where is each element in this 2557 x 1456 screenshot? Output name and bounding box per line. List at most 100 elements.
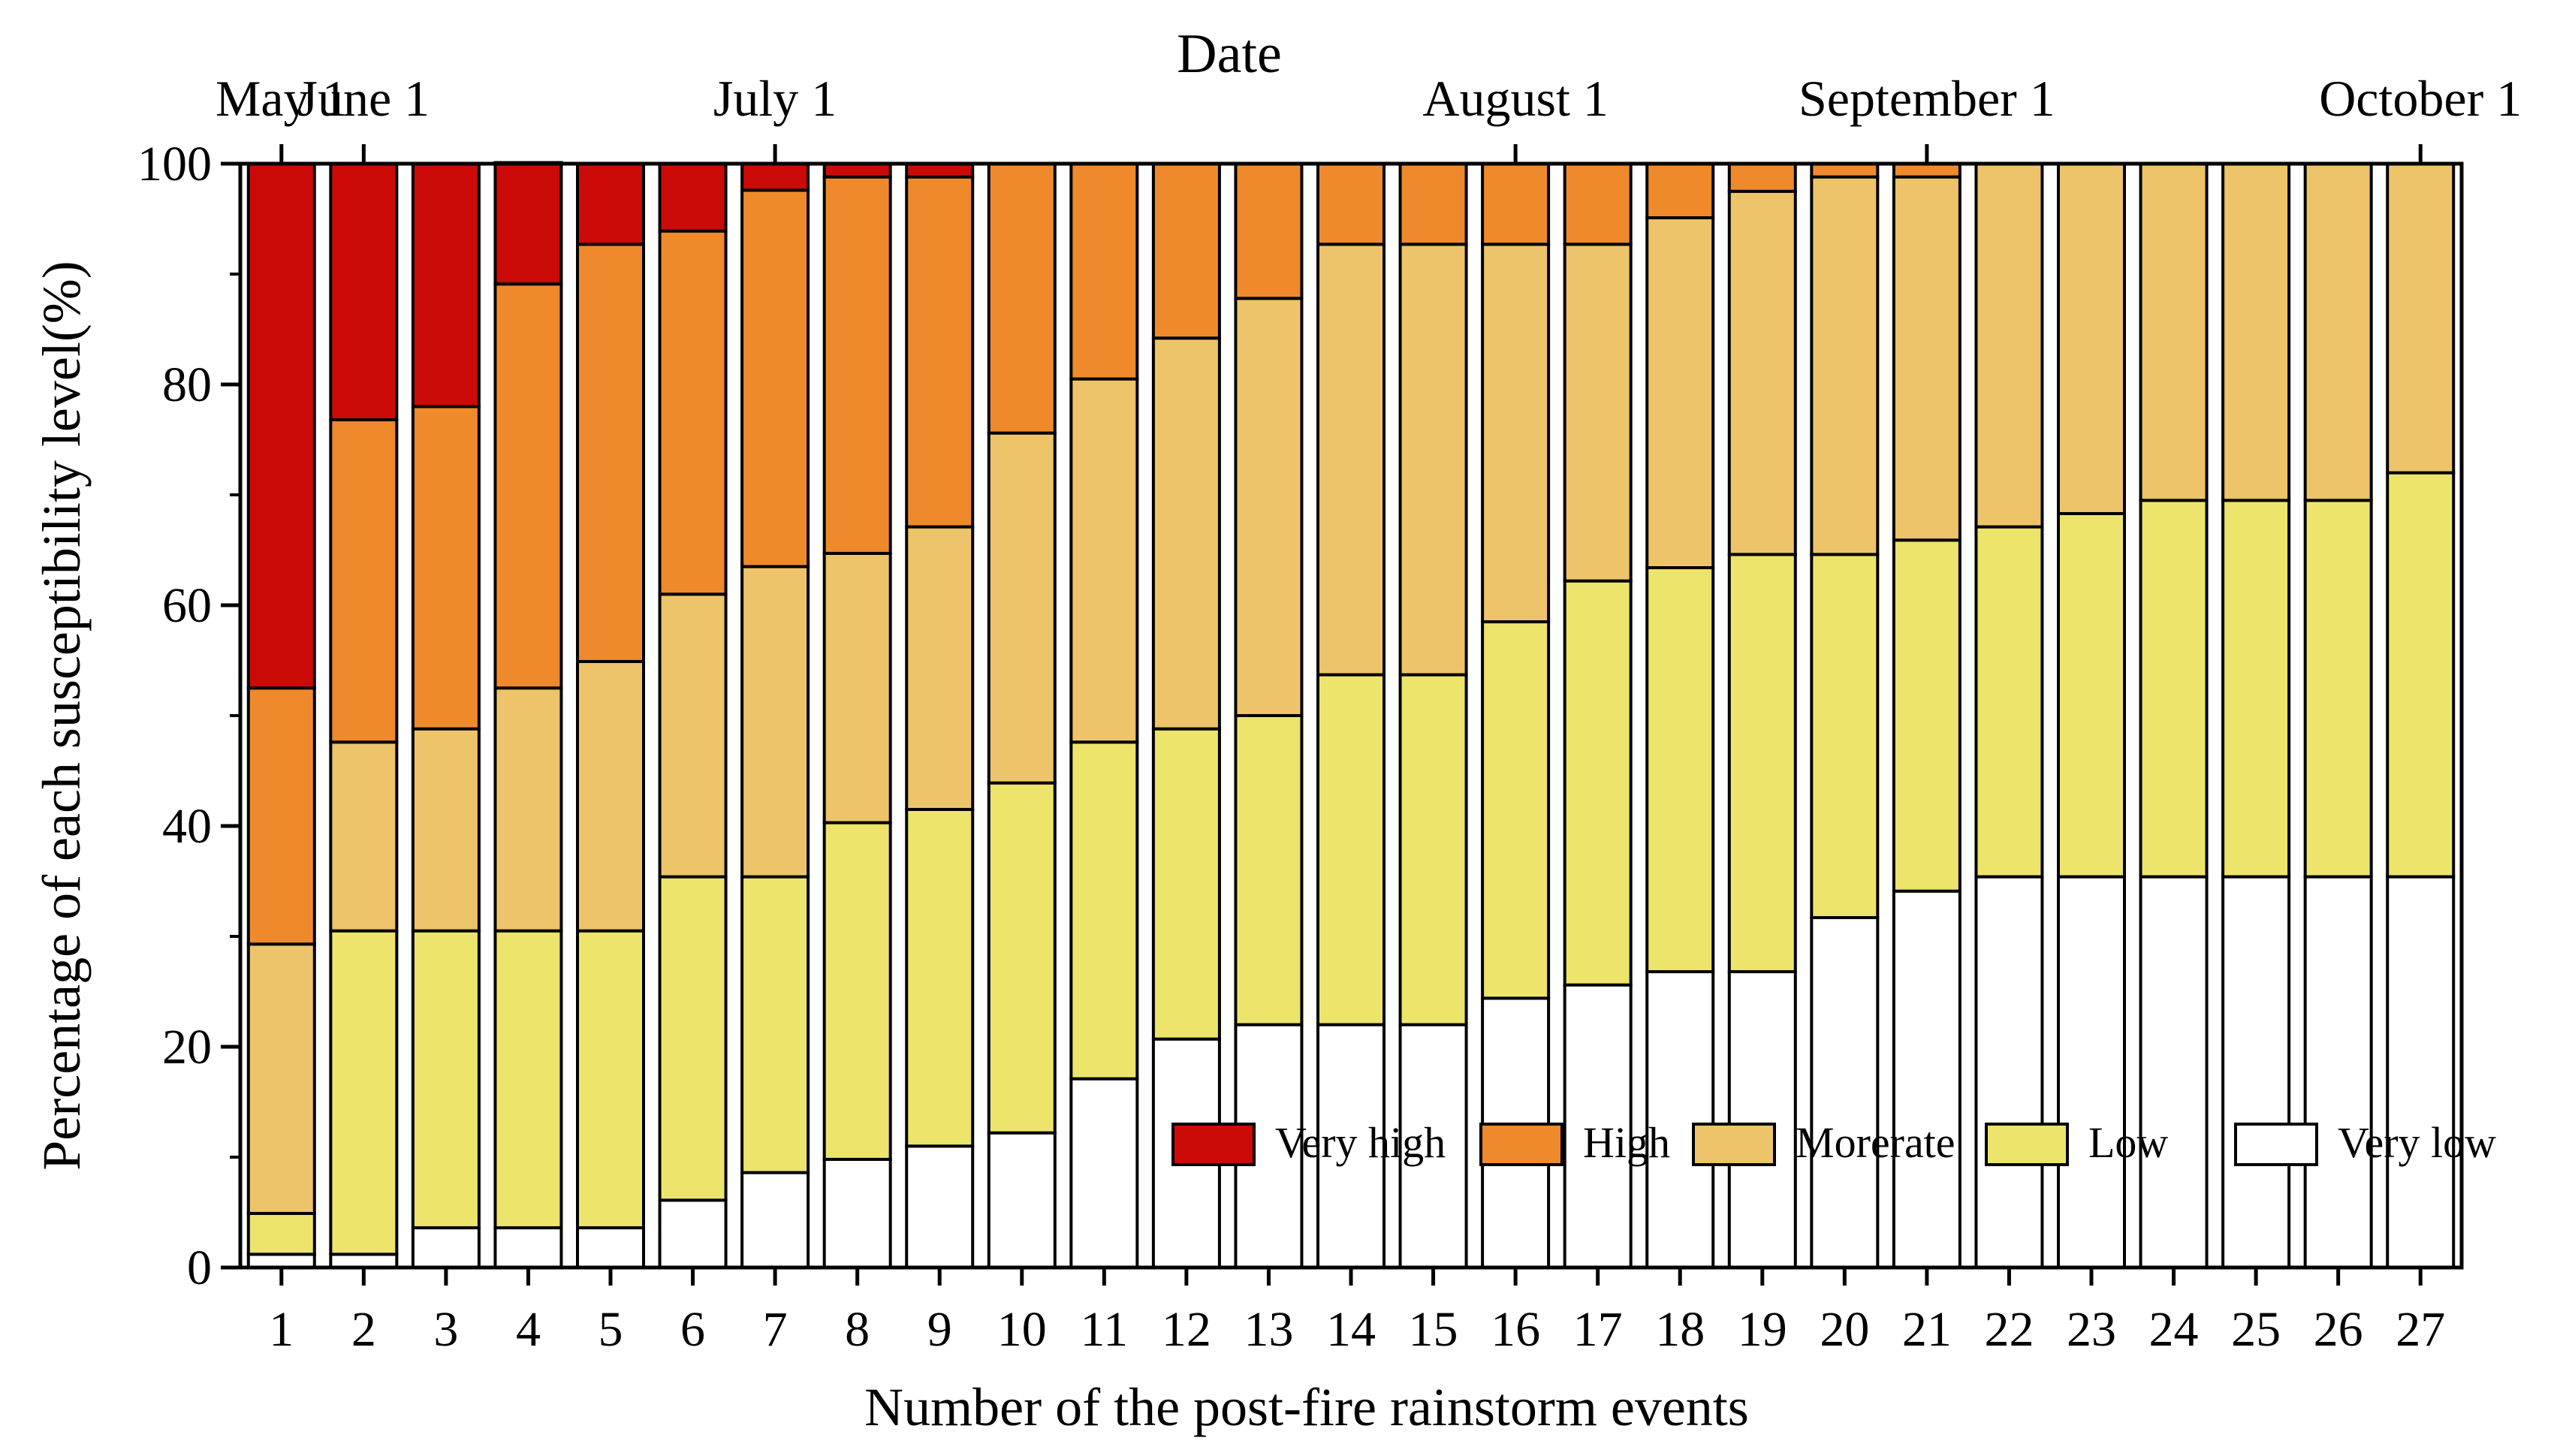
x-tick-label: 8 [845,1302,870,1357]
bar-morerate-event-2 [329,740,399,933]
bar-very-low-event-3 [411,1226,481,1269]
x-tick-label: 16 [1491,1302,1540,1357]
bar-very-high-event-4 [493,161,563,286]
bar-very-low-event-4 [493,1226,563,1269]
bar-low-event-27 [2386,471,2456,879]
top-date-label: June 1 [298,70,430,127]
bar-low-event-20 [1810,553,1880,920]
bar-low-event-3 [411,929,481,1230]
bar-morerate-event-6 [658,592,728,879]
legend: Very high High Morerate Low Very low [1171,1118,2496,1167]
legend-swatch-morerate [1692,1123,1776,1166]
bar-high-event-9 [905,175,975,529]
bar-morerate-event-14 [1316,243,1386,677]
bar-low-event-23 [2057,511,2126,879]
bar-very-high-event-6 [658,162,728,233]
bar-very-low-event-19 [1727,970,1797,1270]
bar-morerate-event-16 [1481,243,1551,624]
bar-morerate-event-7 [740,565,810,879]
bar-morerate-event-13 [1234,297,1304,717]
x-tick-label: 20 [1820,1302,1869,1357]
bar-morerate-event-25 [2221,162,2291,502]
bar-high-event-14 [1316,162,1386,246]
bar-morerate-event-19 [1727,189,1797,556]
bar-morerate-event-4 [493,686,563,933]
bar-very-high-event-7 [740,162,810,192]
legend-label-very-low: Very low [2338,1118,2496,1167]
bar-low-event-10 [987,781,1057,1135]
bar-morerate-event-24 [2139,162,2209,502]
bar-low-event-8 [822,821,892,1161]
bar-morerate-event-18 [1645,216,1715,570]
legend-label-low: Low [2088,1118,2168,1167]
bar-high-event-5 [576,243,645,663]
bar-low-event-14 [1316,673,1386,1026]
y-tick-label: 80 [162,357,212,412]
bar-low-event-11 [1069,740,1139,1081]
bar-very-low-event-22 [1974,875,2044,1269]
bar-low-event-1 [246,1211,316,1256]
x-tick-label: 4 [516,1302,541,1357]
bar-high-event-4 [493,282,563,690]
x-tick-label: 22 [1984,1302,2034,1357]
legend-swatch-very-low [2234,1123,2318,1166]
y-tick-label: 20 [162,1020,212,1075]
bar-high-event-13 [1234,162,1304,300]
bar-low-event-4 [493,929,563,1230]
bar-low-event-9 [905,807,975,1148]
bar-low-event-16 [1481,620,1551,1000]
bar-high-event-19 [1727,162,1797,193]
x-tick-label: 18 [1655,1302,1705,1357]
x-tick-label: 10 [997,1302,1047,1357]
bar-low-event-17 [1563,579,1633,987]
bar-morerate-event-22 [1974,162,2044,529]
bar-very-low-event-25 [2221,875,2291,1269]
bar-very-low-event-10 [987,1131,1057,1270]
bar-high-event-21 [1892,162,1961,179]
x-tick-label: 15 [1409,1302,1458,1357]
bar-very-low-event-11 [1069,1077,1139,1269]
x-tick-label: 13 [1244,1302,1293,1357]
x-tick-label: 27 [2396,1302,2445,1357]
bar-very-low-event-2 [329,1253,399,1269]
bar-very-high-event-2 [329,162,399,422]
bar-morerate-event-26 [2303,162,2373,502]
bar-morerate-event-1 [246,942,316,1215]
bar-very-low-event-23 [2057,875,2126,1269]
bar-very-high-event-8 [822,162,892,179]
x-tick-label: 6 [680,1302,705,1357]
bar-low-event-6 [658,875,728,1202]
bar-very-low-event-21 [1892,889,1961,1269]
bar-low-event-12 [1151,727,1221,1041]
top-date-label: July 1 [713,70,837,127]
bar-high-event-7 [740,188,810,568]
x-tick-label: 26 [2314,1302,2363,1357]
bar-high-event-10 [987,162,1057,435]
legend-swatch-low [1985,1123,2069,1166]
bar-high-event-6 [658,229,728,596]
x-tick-label: 21 [1902,1302,1952,1357]
bar-very-low-event-20 [1810,916,1880,1269]
bar-morerate-event-21 [1892,175,1961,542]
y-axis-label: Percentage of each susceptibility level(… [32,261,92,1170]
x-tick-label: 1 [269,1302,294,1357]
bar-morerate-event-3 [411,727,481,933]
bar-low-event-2 [329,929,399,1256]
bar-very-low-event-5 [576,1226,645,1269]
bar-low-event-22 [1974,525,2044,879]
bar-morerate-event-9 [905,525,975,811]
legend-swatch-high [1479,1123,1563,1166]
bar-high-event-15 [1398,162,1468,246]
top-date-label: May 1 [216,70,348,127]
chart-title: Date [1177,23,1282,85]
bar-very-low-event-17 [1563,983,1633,1270]
bar-high-event-3 [411,405,481,731]
x-tick-label: 9 [927,1302,952,1357]
bar-low-event-26 [2303,499,2373,879]
bar-very-high-event-9 [905,162,975,179]
bar-high-event-18 [1645,162,1715,220]
bar-morerate-event-27 [2386,162,2456,475]
bar-high-event-1 [246,686,316,946]
